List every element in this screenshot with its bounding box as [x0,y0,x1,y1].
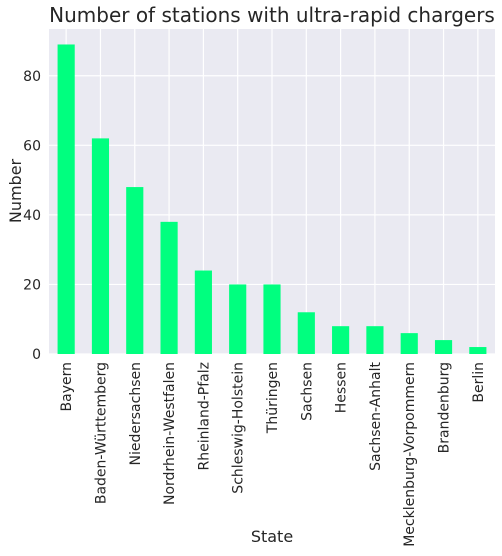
x-tick-label: Mecklenburg-Vorpommern [402,362,418,547]
x-tick-label: Niedersachsen [128,362,144,465]
bar [366,326,384,354]
bar [229,284,247,354]
bar [434,340,453,354]
y-tick-label: 80 [23,69,41,85]
bar [194,270,212,354]
bar [57,44,75,354]
y-tick-label: 0 [32,347,41,363]
x-tick-label: Schleswig-Holstein [231,362,247,494]
x-tick-label: Brandenburg [437,362,453,453]
x-tick-label: Nordrhein-Westfalen [162,362,178,505]
y-tick-label: 20 [23,277,41,293]
x-axis-label: State [251,527,293,546]
x-tick-label: Baden-Württemberg [93,362,109,504]
x-tick-label: Bayern [59,362,75,411]
bar [400,333,418,354]
bar [469,347,487,354]
x-tick-label: Thüringen [265,362,281,434]
x-tick-label: Hessen [334,362,350,413]
x-tick-label: Berlin [471,362,487,403]
y-axis-ticks: 0 20 40 60 80 [23,69,41,363]
y-tick-label: 40 [23,208,41,224]
bar [160,221,178,354]
x-tick-label: Rheinland-Pfalz [196,362,212,470]
bar [332,326,350,354]
bar [91,138,110,354]
bar [126,187,144,354]
x-tick-label: Sachsen [299,362,315,421]
x-tick-label: Sachsen-Anhalt [368,361,384,470]
chart-title: Number of stations with ultra-rapid char… [49,3,495,27]
y-tick-label: 60 [23,138,41,154]
bars [57,44,487,354]
x-axis-ticks: Bayern Baden-Württemberg Niedersachsen Nord… [59,361,487,546]
y-axis-label: Number [6,158,25,223]
bar [263,284,281,354]
bar [297,312,315,354]
